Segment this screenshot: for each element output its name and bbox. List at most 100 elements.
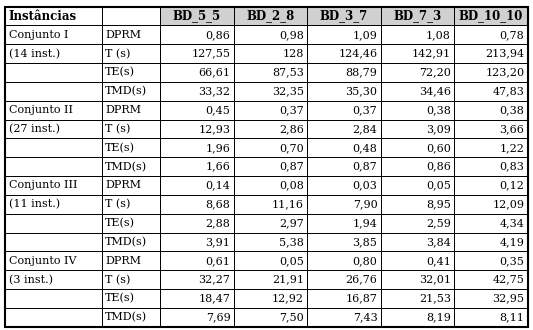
Bar [454, 289, 528, 308]
Bar [5, 82, 102, 101]
Bar [307, 270, 381, 289]
Bar [5, 233, 102, 251]
Bar [307, 82, 381, 101]
Text: 47,83: 47,83 [492, 86, 524, 96]
Text: 0,48: 0,48 [352, 143, 377, 153]
Bar [160, 101, 233, 119]
Text: 7,69: 7,69 [206, 312, 230, 322]
Text: TMD(s): TMD(s) [105, 312, 148, 322]
Bar [233, 308, 307, 327]
Bar [102, 289, 160, 308]
Text: 3,91: 3,91 [206, 237, 230, 247]
Bar [233, 251, 307, 270]
Text: 1,66: 1,66 [206, 162, 230, 172]
Text: 2,59: 2,59 [426, 218, 451, 228]
Bar [381, 289, 454, 308]
Bar [381, 176, 454, 195]
Bar [233, 25, 307, 44]
Text: 26,76: 26,76 [345, 275, 377, 285]
Bar [381, 195, 454, 214]
Bar [454, 101, 528, 119]
Bar [233, 195, 307, 214]
Bar [454, 270, 528, 289]
Bar [160, 157, 233, 176]
Text: 33,32: 33,32 [198, 86, 230, 96]
Text: BD_2_8: BD_2_8 [246, 10, 295, 22]
Bar [233, 82, 307, 101]
Bar [233, 289, 307, 308]
Text: 32,01: 32,01 [419, 275, 451, 285]
Bar [102, 119, 160, 138]
Bar [233, 7, 307, 25]
Text: 32,27: 32,27 [198, 275, 230, 285]
Bar [5, 138, 102, 157]
Text: TE(s): TE(s) [105, 67, 135, 78]
Text: BD_3_7: BD_3_7 [320, 10, 368, 22]
Text: 0,38: 0,38 [499, 105, 524, 115]
Bar [454, 176, 528, 195]
Text: 0,38: 0,38 [426, 105, 451, 115]
Bar [233, 157, 307, 176]
Bar [307, 214, 381, 233]
Bar [307, 289, 381, 308]
Text: 3,85: 3,85 [352, 237, 377, 247]
Bar [307, 63, 381, 82]
Bar [102, 25, 160, 44]
Text: TE(s): TE(s) [105, 293, 135, 304]
Bar [381, 7, 454, 25]
Text: 8,68: 8,68 [206, 199, 230, 209]
Text: 12,93: 12,93 [198, 124, 230, 134]
Bar [160, 63, 233, 82]
Bar [160, 214, 233, 233]
Bar [160, 251, 233, 270]
Bar [102, 157, 160, 176]
Bar [454, 251, 528, 270]
Bar [160, 195, 233, 214]
Bar [102, 138, 160, 157]
Text: 3,84: 3,84 [426, 237, 451, 247]
Bar [160, 233, 233, 251]
Bar [233, 138, 307, 157]
Text: 8,11: 8,11 [499, 312, 524, 322]
Bar [381, 270, 454, 289]
Bar [102, 195, 160, 214]
Bar [307, 233, 381, 251]
Bar [233, 214, 307, 233]
Text: 3,66: 3,66 [499, 124, 524, 134]
Bar [381, 308, 454, 327]
Bar [454, 233, 528, 251]
Text: 0,60: 0,60 [426, 143, 451, 153]
Text: 12,92: 12,92 [272, 293, 304, 304]
Bar [307, 308, 381, 327]
Text: BD_5_5: BD_5_5 [173, 10, 221, 22]
Text: (14 inst.): (14 inst.) [9, 49, 60, 59]
Bar [5, 289, 102, 308]
Bar [381, 119, 454, 138]
Text: 1,22: 1,22 [499, 143, 524, 153]
Bar [233, 101, 307, 119]
Text: 88,79: 88,79 [345, 68, 377, 78]
Text: 1,08: 1,08 [426, 30, 451, 40]
Bar [102, 7, 160, 25]
Text: 0,87: 0,87 [353, 162, 377, 172]
Text: T (s): T (s) [105, 199, 131, 210]
Text: 142,91: 142,91 [412, 49, 451, 59]
Bar [233, 44, 307, 63]
Text: 7,90: 7,90 [353, 199, 377, 209]
Text: BD_10_10: BD_10_10 [459, 10, 523, 22]
Text: BD_7_3: BD_7_3 [393, 10, 441, 22]
Text: 0,05: 0,05 [426, 181, 451, 190]
Text: 32,95: 32,95 [492, 293, 524, 304]
Text: 0,45: 0,45 [206, 105, 230, 115]
Text: 127,55: 127,55 [191, 49, 230, 59]
Bar [454, 44, 528, 63]
Text: 1,96: 1,96 [206, 143, 230, 153]
Text: 0,41: 0,41 [426, 256, 451, 266]
Bar [5, 214, 102, 233]
Text: (27 inst.): (27 inst.) [9, 124, 60, 134]
Bar [233, 119, 307, 138]
Text: 0,08: 0,08 [279, 181, 304, 190]
Bar [5, 308, 102, 327]
Bar [307, 138, 381, 157]
Text: 4,19: 4,19 [499, 237, 524, 247]
